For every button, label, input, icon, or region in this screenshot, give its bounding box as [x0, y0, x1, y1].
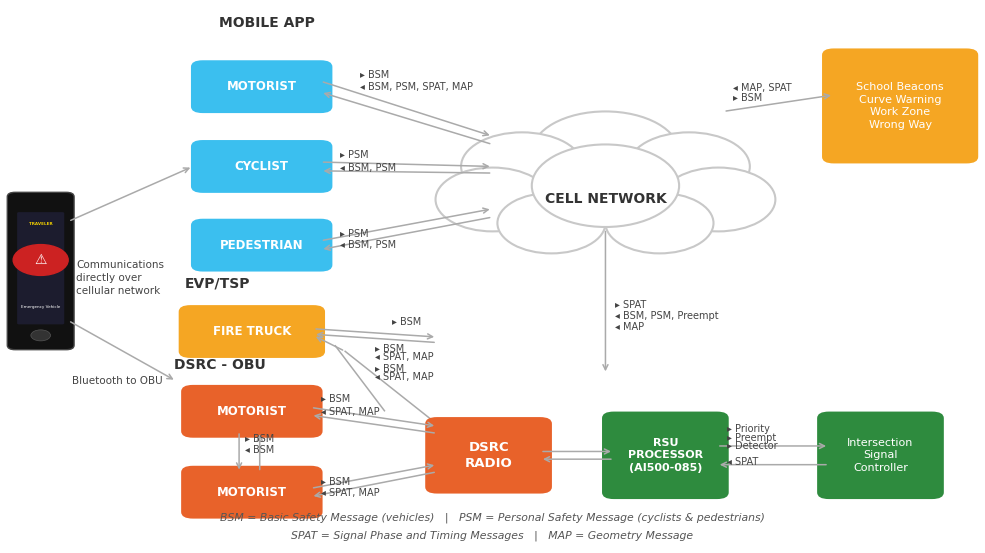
FancyBboxPatch shape	[818, 411, 944, 499]
Text: ▸ PSM: ▸ PSM	[340, 150, 368, 160]
Circle shape	[662, 168, 775, 231]
Text: ◂ SPAT: ◂ SPAT	[727, 457, 758, 467]
Text: DSRC - OBU: DSRC - OBU	[173, 358, 265, 372]
Text: ◂ SPAT, MAP: ◂ SPAT, MAP	[374, 372, 433, 382]
Text: ◂ SPAT, MAP: ◂ SPAT, MAP	[320, 488, 379, 498]
FancyBboxPatch shape	[822, 49, 978, 164]
Text: School Beacons
Curve Warning
Work Zone
Wrong Way: School Beacons Curve Warning Work Zone W…	[856, 82, 944, 130]
Text: ▸ BSM: ▸ BSM	[733, 93, 762, 103]
Text: ▸ SPAT: ▸ SPAT	[616, 300, 646, 310]
Text: ◂ MAP: ◂ MAP	[616, 321, 644, 331]
Text: CELL NETWORK: CELL NETWORK	[545, 192, 666, 206]
Circle shape	[606, 193, 713, 253]
FancyBboxPatch shape	[181, 466, 322, 519]
Text: ◂ BSM, PSM: ◂ BSM, PSM	[340, 163, 396, 173]
Text: Communications: Communications	[76, 260, 164, 270]
Text: Intersection
Signal
Controller: Intersection Signal Controller	[847, 437, 914, 473]
FancyBboxPatch shape	[191, 219, 332, 272]
Circle shape	[532, 112, 679, 194]
Text: ▸ BSM: ▸ BSM	[320, 394, 350, 404]
Text: MOBILE APP: MOBILE APP	[219, 17, 314, 30]
Text: TRAVELER: TRAVELER	[29, 222, 52, 226]
Text: ◂ SPAT, MAP: ◂ SPAT, MAP	[320, 408, 379, 418]
Text: DSRC
RADIO: DSRC RADIO	[465, 441, 512, 470]
Text: FIRE TRUCK: FIRE TRUCK	[213, 325, 291, 338]
Text: ▸ Preempt: ▸ Preempt	[727, 432, 776, 442]
Circle shape	[532, 144, 679, 227]
Text: MOTORIST: MOTORIST	[217, 405, 287, 418]
Circle shape	[13, 244, 68, 275]
Text: ◂ BSM, PSM: ◂ BSM, PSM	[340, 239, 396, 249]
FancyBboxPatch shape	[7, 192, 74, 349]
Text: RSU
PROCESSOR
(AI500-085): RSU PROCESSOR (AI500-085)	[627, 437, 703, 473]
Text: MOTORIST: MOTORIST	[217, 486, 287, 499]
Text: MOTORIST: MOTORIST	[227, 80, 296, 93]
Text: ▸ BSM: ▸ BSM	[320, 477, 350, 487]
Text: PEDESTRIAN: PEDESTRIAN	[220, 239, 303, 252]
Text: ▸ BSM: ▸ BSM	[360, 70, 389, 80]
FancyBboxPatch shape	[191, 140, 332, 193]
Text: Emergency Vehicle: Emergency Vehicle	[21, 305, 60, 309]
Circle shape	[628, 132, 750, 201]
Text: ◂ BSM, PSM, SPAT, MAP: ◂ BSM, PSM, SPAT, MAP	[360, 82, 473, 92]
Text: cellular network: cellular network	[76, 286, 161, 296]
Circle shape	[435, 168, 550, 231]
Text: ◂ BSM, PSM, Preempt: ◂ BSM, PSM, Preempt	[616, 311, 719, 321]
Text: ▸ Priority: ▸ Priority	[727, 424, 769, 435]
Circle shape	[461, 132, 583, 201]
Text: BSM = Basic Safety Message (vehicles)   |   PSM = Personal Safety Message (cycli: BSM = Basic Safety Message (vehicles) | …	[220, 513, 765, 541]
FancyBboxPatch shape	[602, 411, 729, 499]
Circle shape	[31, 330, 50, 341]
Circle shape	[497, 193, 606, 253]
Text: ▸ BSM: ▸ BSM	[245, 434, 274, 444]
Text: ▸ BSM: ▸ BSM	[374, 343, 404, 353]
Text: ◂ BSM: ◂ BSM	[245, 445, 274, 455]
Text: ▸ Detector: ▸ Detector	[727, 441, 777, 451]
Text: ◂ SPAT, MAP: ◂ SPAT, MAP	[374, 352, 433, 362]
Text: ⚠: ⚠	[34, 253, 47, 267]
Text: ▸ PSM: ▸ PSM	[340, 229, 368, 239]
FancyBboxPatch shape	[178, 305, 325, 358]
FancyBboxPatch shape	[191, 60, 332, 113]
FancyBboxPatch shape	[17, 212, 64, 325]
Text: EVP/TSP: EVP/TSP	[185, 276, 250, 291]
Text: ◂ MAP, SPAT: ◂ MAP, SPAT	[733, 84, 792, 93]
Text: ▸ BSM: ▸ BSM	[374, 364, 404, 374]
Text: directly over: directly over	[76, 273, 142, 283]
Text: CYCLIST: CYCLIST	[234, 160, 289, 173]
Text: ▸ BSM: ▸ BSM	[392, 317, 421, 327]
FancyBboxPatch shape	[426, 417, 552, 494]
FancyBboxPatch shape	[181, 385, 322, 438]
Text: Bluetooth to OBU: Bluetooth to OBU	[72, 376, 163, 386]
